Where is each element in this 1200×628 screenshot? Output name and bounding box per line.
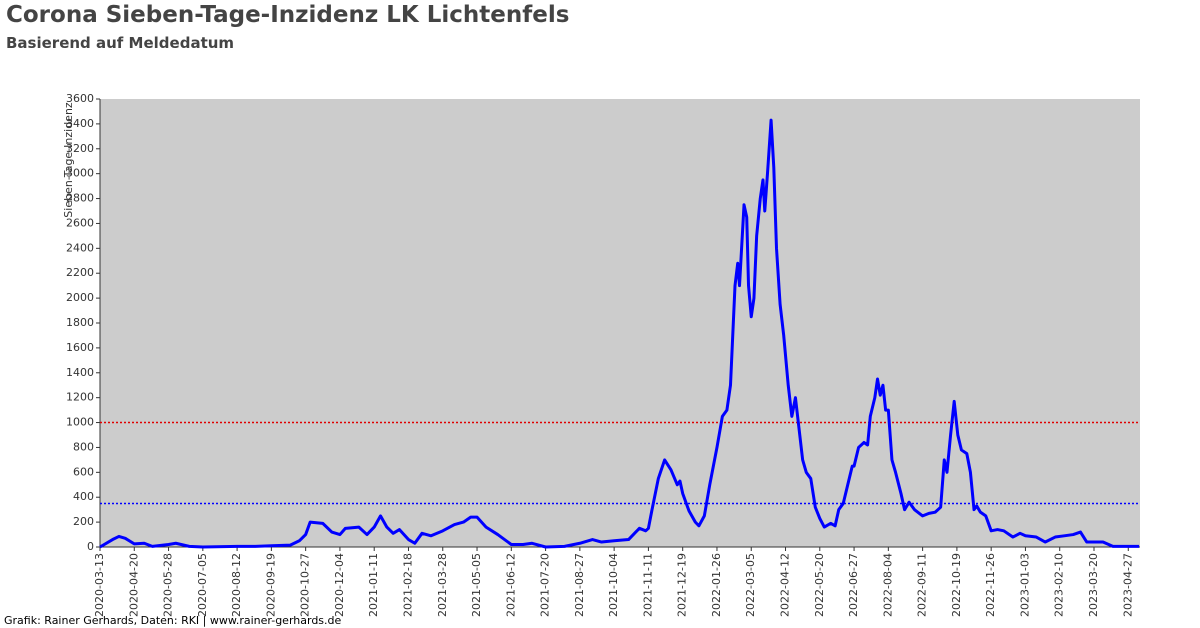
chart-title: Corona Sieben-Tage-Inzidenz LK Lichtenfe… xyxy=(6,2,569,28)
x-tick-label: 2022-01-26 xyxy=(710,553,723,617)
y-tick-label: 2800 xyxy=(66,192,94,205)
x-tick-label: 2021-03-28 xyxy=(436,553,449,617)
chart-subtitle: Basierend auf Meldedatum xyxy=(6,34,234,52)
x-tick-label: 2021-07-20 xyxy=(539,553,552,617)
x-tick-label: 2022-10-19 xyxy=(950,553,963,617)
x-tick-label: 2020-03-13 xyxy=(93,553,106,617)
y-tick-label: 1200 xyxy=(66,391,94,404)
y-tick-label: 3200 xyxy=(66,142,94,155)
data-line xyxy=(99,118,1140,549)
plot-area xyxy=(100,99,1140,547)
y-tick-label: 1600 xyxy=(66,341,94,354)
x-tick-label: 2021-06-12 xyxy=(504,553,517,617)
y-tick-label: 2000 xyxy=(66,291,94,304)
y-tick-label: 600 xyxy=(73,465,94,478)
x-tick-label: 2022-03-05 xyxy=(744,553,757,617)
x-tick-label: 2023-01-03 xyxy=(1018,553,1031,617)
footer: Grafik: Rainer Gerhards, Daten: RKI | ww… xyxy=(4,614,342,627)
x-tick-label: 2021-08-27 xyxy=(573,553,586,617)
x-tick-label: 2022-08-04 xyxy=(881,553,894,617)
x-tick-label: 2023-04-27 xyxy=(1121,553,1134,617)
x-tick-label: 2022-04-12 xyxy=(779,553,792,617)
x-tick-label: 2022-06-27 xyxy=(847,553,860,617)
x-tick-label: 2021-02-18 xyxy=(401,553,414,617)
x-tick-label: 2020-07-05 xyxy=(196,553,209,617)
y-tick-label: 1800 xyxy=(66,316,94,329)
x-tick-label: 2022-11-26 xyxy=(984,553,997,617)
y-tick-label: 3600 xyxy=(66,92,94,105)
x-tick-label: 2023-03-20 xyxy=(1087,553,1100,617)
y-tick-label: 800 xyxy=(73,440,94,453)
x-tick-label: 2020-10-27 xyxy=(299,553,312,617)
y-tick-label: 200 xyxy=(73,515,94,528)
y-tick-label: 400 xyxy=(73,490,94,503)
y-tick-label: 1000 xyxy=(66,416,94,429)
x-tick-label: 2020-04-20 xyxy=(127,553,140,617)
x-tick-label: 2022-05-20 xyxy=(813,553,826,617)
x-tick-label: 2023-02-10 xyxy=(1053,553,1066,617)
x-tick-label: 2020-08-12 xyxy=(230,553,243,617)
y-tick-label: 2200 xyxy=(66,266,94,279)
x-tick-label: 2020-12-04 xyxy=(333,553,346,617)
x-tick-label: 2021-11-11 xyxy=(641,553,654,617)
x-tick-label: 2021-12-19 xyxy=(676,553,689,617)
y-tick-label: 2400 xyxy=(66,241,94,254)
x-tick-label: 2022-09-11 xyxy=(916,553,929,617)
x-tick-label: 2021-10-04 xyxy=(607,553,620,617)
y-tick-label: 3400 xyxy=(66,117,94,130)
x-tick-label: 2020-09-19 xyxy=(264,553,277,617)
x-tick-label: 2020-05-28 xyxy=(162,553,175,617)
y-axis-label: Sieben-Tage-Inzidenz xyxy=(62,102,75,218)
y-tick-label: 1400 xyxy=(66,366,94,379)
y-tick-label: 3000 xyxy=(66,167,94,180)
x-tick-label: 2021-01-11 xyxy=(367,553,380,617)
x-tick-label: 2021-05-05 xyxy=(470,553,483,617)
y-tick-label: 2600 xyxy=(66,216,94,229)
y-tick-label: 0 xyxy=(87,540,94,553)
